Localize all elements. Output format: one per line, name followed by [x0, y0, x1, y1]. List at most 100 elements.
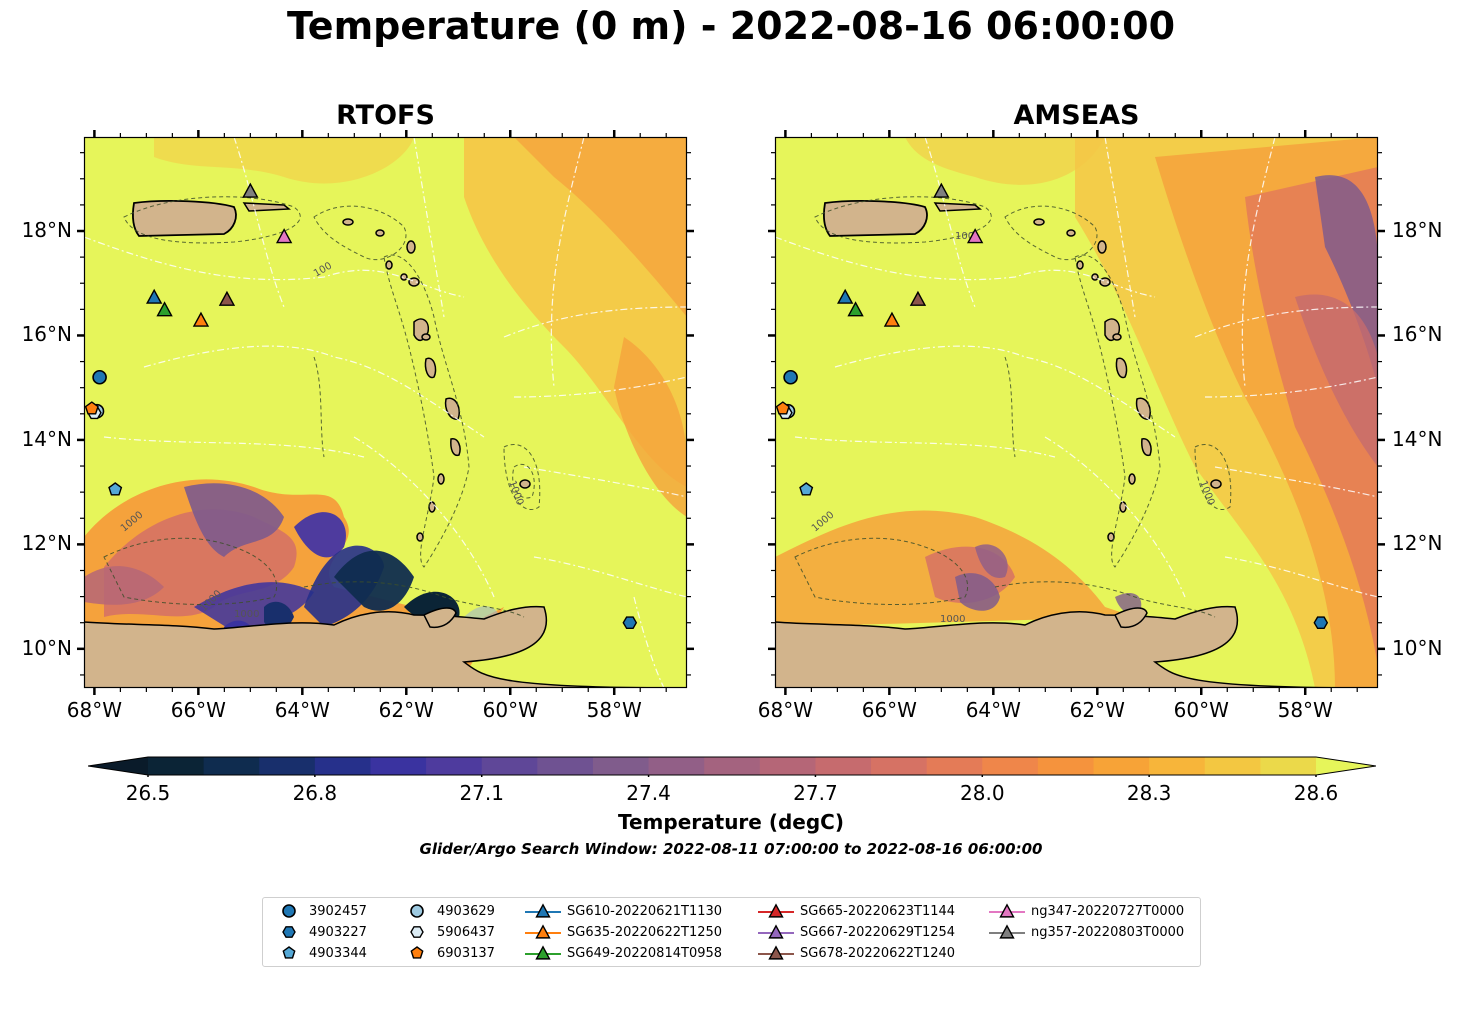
south-eddy-red-2	[84, 566, 164, 605]
colorbar-segment	[203, 757, 260, 775]
argo-float-4903227	[1313, 616, 1329, 629]
legend-label: ng347-20220727T0000	[1031, 903, 1185, 919]
legend-item-glider-SG649-20220814T0958: SG649-20220814T0958	[525, 945, 722, 961]
argo-float-6903137	[775, 401, 790, 415]
y-tick-label: 16°N	[21, 322, 72, 347]
eez-boundaries	[775, 137, 1378, 598]
legend-marker-triangle	[768, 924, 784, 939]
warm-patch-northeast	[514, 137, 687, 317]
legend-marker-pentagon	[410, 946, 424, 959]
legend-marker-triangle	[999, 924, 1015, 939]
land-virgin-islands	[933, 202, 983, 212]
glider-SG635-20220622T1250	[192, 311, 210, 327]
colorbar-segment	[1093, 757, 1150, 775]
y-tick-label: 12°N	[1392, 531, 1443, 556]
legend-item-glider-SG610-20220621T1130: SG610-20220621T1130	[525, 903, 722, 919]
glider-SG610-20220621T1130	[837, 288, 854, 304]
colorbar-tick-label: 27.1	[459, 781, 504, 805]
colorbar-segment	[1037, 757, 1095, 775]
y-tick-label: 14°N	[21, 426, 72, 451]
south-eddy-dark-2	[294, 512, 346, 558]
contour-label: 1000	[940, 614, 965, 625]
legend-label: 6903137	[437, 945, 495, 961]
glider-ng357-20220803T0000	[242, 182, 259, 198]
glider-SG635-20220622T1250	[883, 311, 901, 327]
x-tick-label: 68°W	[757, 698, 813, 722]
panel-title-rtofs: RTOFS	[336, 100, 435, 131]
legend-marker-hexagon	[282, 926, 296, 938]
legend-item-glider-SG665-20220623T1144: SG665-20220623T1144	[758, 903, 955, 919]
y-tick-label: 14°N	[1392, 426, 1443, 451]
argo-float-6903137	[84, 401, 99, 415]
land-south-america	[84, 605, 687, 688]
warm-patch-north	[154, 137, 414, 184]
x-tick-label: 60°W	[1173, 698, 1229, 722]
legend-marker-circle	[410, 904, 424, 918]
argo-float-4903227	[622, 616, 638, 629]
land-puerto-rico	[822, 200, 928, 237]
legend-label: 4903227	[309, 924, 367, 940]
x-tick-label: 58°W	[1277, 698, 1333, 722]
legend-item-argo-5906437: 5906437	[403, 924, 495, 940]
map-frame	[774, 136, 1379, 689]
colorbar-segment	[982, 757, 1039, 775]
colorbar-tick-label: 27.7	[793, 781, 838, 805]
colorbar-segment	[815, 757, 872, 775]
argo-float-4903344	[799, 482, 814, 496]
colorbar-segment	[426, 757, 483, 775]
x-tick-label: 62°W	[1069, 698, 1125, 722]
colorbar-under-extend	[88, 757, 148, 775]
colorbar-tick-label: 28.3	[1126, 781, 1172, 805]
legend-marker-pentagon	[282, 946, 296, 959]
colorbar-segment	[648, 757, 705, 775]
map-amseas: 1000 1000 100 1000	[768, 130, 1385, 695]
land-south-america	[775, 605, 1378, 688]
colorbar	[88, 756, 1376, 777]
search-window-caption: Glider/Argo Search Window: 2022-08-11 07…	[419, 840, 1043, 858]
colorbar-tick-label: 28.0	[960, 781, 1005, 805]
colorbar-tick-label: 27.4	[626, 781, 671, 805]
y-tick-label: 16°N	[1392, 322, 1443, 347]
colorbar-segment	[537, 757, 594, 775]
south-eddy-darkest	[334, 550, 414, 611]
eez-boundaries	[84, 137, 687, 688]
glider-ng347-20220727T0000	[275, 228, 293, 244]
legend-label: 3902457	[309, 903, 367, 919]
legend-marker-triangle	[768, 903, 784, 918]
land-lesser-antilles	[1033, 218, 1222, 542]
colorbar-segment	[592, 757, 650, 775]
legend-label: SG635-20220622T1250	[567, 924, 723, 940]
isobath-contours	[103, 196, 541, 618]
legend-label: SG667-20220629T1254	[800, 924, 956, 940]
argo-float-4903344	[108, 482, 123, 496]
warm-patch-north	[905, 137, 1105, 185]
x-tick-label: 64°W	[274, 698, 330, 722]
warm-patch-east-3	[1245, 167, 1378, 667]
legend-item-glider-SG667-20220629T1254: SG667-20220629T1254	[758, 924, 955, 940]
x-tick-label: 60°W	[482, 698, 538, 722]
glider-SG678-20220622T1240	[909, 290, 927, 306]
y-tick-label: 18°N	[1392, 218, 1443, 242]
colorbar-tick-label: 26.5	[125, 781, 171, 805]
map-frame	[83, 136, 688, 689]
legend-marker-triangle	[999, 903, 1015, 918]
glider-SG649-20220814T0958	[156, 301, 173, 317]
panel-title-amseas: AMSEAS	[1013, 100, 1140, 131]
legend-item-argo-6903137: 6903137	[403, 945, 495, 961]
warm-patch-east-2	[614, 337, 687, 517]
glider-ng347-20220727T0000	[966, 228, 984, 244]
argo-float-3902457	[92, 369, 107, 385]
colorbar-segment	[704, 757, 761, 775]
legend-item-glider-SG678-20220622T1240: SG678-20220622T1240	[758, 945, 955, 961]
colorbar-label: Temperature (degC)	[618, 810, 844, 834]
x-tick-label: 58°W	[586, 698, 642, 722]
glider-SG610-20220621T1130	[146, 288, 163, 304]
ticks-amseas	[768, 130, 1385, 695]
colorbar-segment	[314, 757, 372, 775]
legend-marker-triangle	[535, 903, 551, 918]
south-purple-2	[975, 544, 1008, 578]
colorbar-tick-label: 26.8	[292, 781, 338, 805]
argo-float-3902457	[783, 369, 798, 385]
land-puerto-rico	[131, 200, 237, 237]
south-eddy-dark	[194, 582, 314, 632]
